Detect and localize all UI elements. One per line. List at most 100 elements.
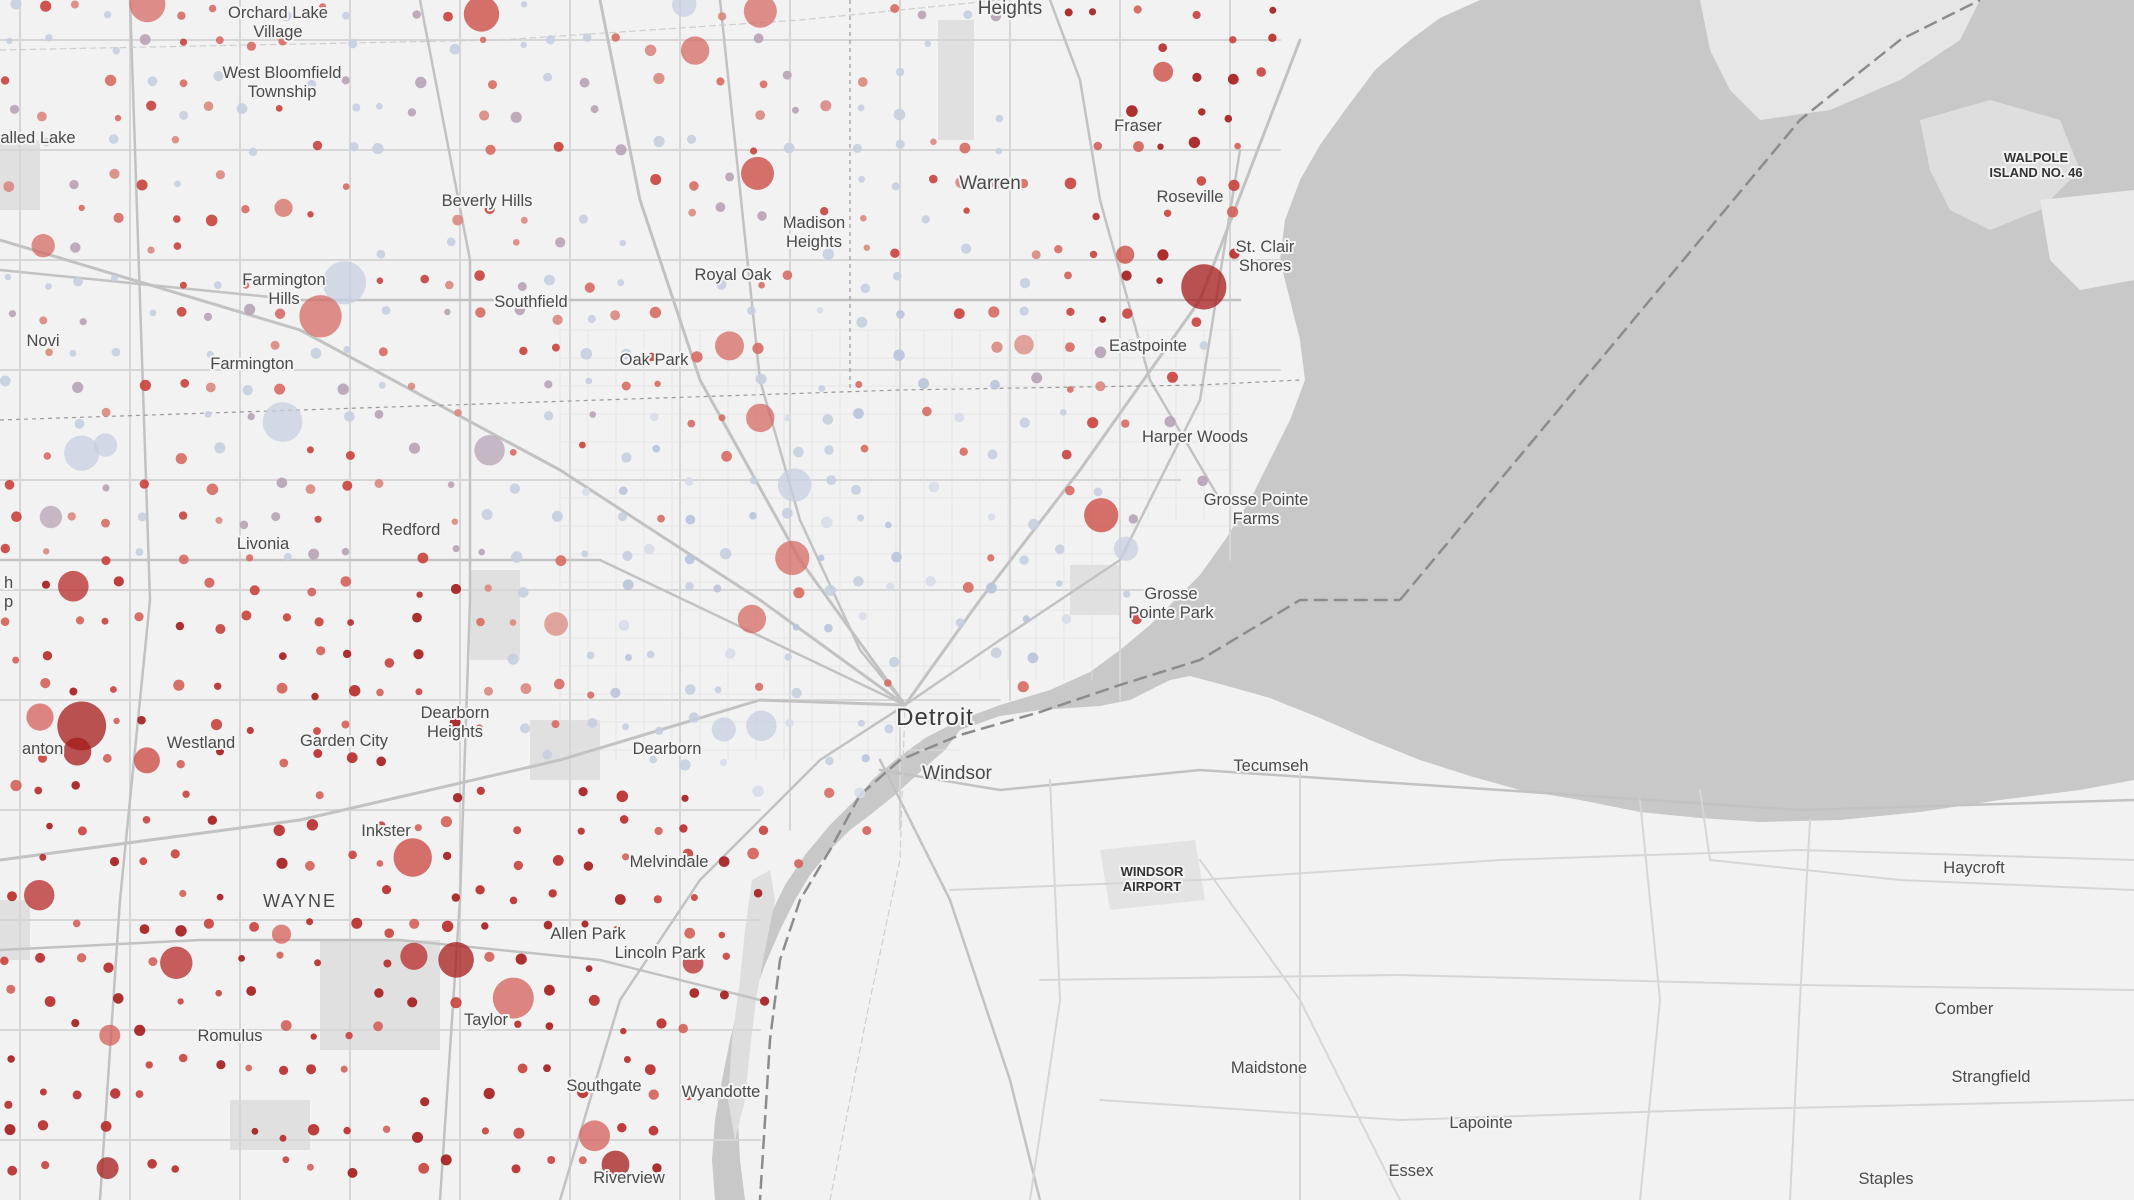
data-dot	[139, 924, 150, 934]
data-dot	[544, 380, 553, 389]
data-dot	[1064, 8, 1073, 17]
place-label-line: WALPOLE	[2004, 150, 2069, 165]
place-label: Lapointe	[1449, 1114, 1512, 1132]
data-dot	[133, 747, 160, 774]
data-dot	[454, 409, 462, 417]
place-label-line: West Bloomfield	[223, 64, 342, 82]
data-dot	[479, 36, 487, 43]
data-dot	[553, 141, 564, 152]
data-dot	[240, 1031, 251, 1042]
data-dot	[893, 108, 906, 121]
data-dot	[77, 826, 87, 836]
data-dot	[46, 822, 53, 830]
data-dot	[276, 951, 284, 959]
data-dot	[176, 306, 187, 317]
data-dot	[37, 111, 47, 122]
data-dot	[345, 1031, 353, 1040]
data-dot	[1133, 141, 1144, 152]
data-dot	[929, 174, 938, 184]
data-dot	[484, 951, 495, 962]
place-label-line: Oak Park	[620, 351, 690, 369]
data-dot	[306, 918, 314, 926]
data-dot	[509, 896, 518, 905]
data-dot	[420, 274, 430, 284]
data-dot	[474, 435, 505, 466]
data-dot	[755, 110, 766, 120]
data-dot	[678, 1023, 688, 1034]
data-dot	[743, 0, 777, 28]
fort-street	[558, 703, 907, 1200]
data-dot	[308, 548, 320, 560]
data-dot	[340, 1065, 348, 1073]
data-dot	[372, 143, 384, 155]
data-dot	[307, 587, 317, 597]
data-dot	[544, 984, 555, 996]
data-dot	[485, 144, 496, 155]
county-road-v2	[1639, 799, 1661, 1200]
data-dot	[520, 1, 528, 8]
data-dot	[1027, 652, 1039, 664]
data-dot	[715, 202, 726, 213]
data-dot	[440, 1154, 452, 1166]
data-dot	[891, 182, 900, 191]
data-dot	[1019, 417, 1030, 428]
data-dot	[342, 183, 350, 191]
place-label: anton	[22, 740, 63, 758]
data-dot	[851, 484, 861, 495]
data-dot	[313, 727, 321, 735]
data-dot	[101, 518, 110, 528]
data-dot	[760, 996, 770, 1006]
data-dot	[1065, 485, 1075, 496]
data-dot	[373, 1021, 383, 1032]
data-dot	[171, 1165, 179, 1173]
data-dot	[139, 379, 151, 391]
data-dot	[145, 1061, 153, 1069]
data-dot	[400, 942, 428, 970]
data-dot	[278, 36, 288, 46]
data-dot	[171, 136, 180, 144]
place-label-line: alled Lake	[0, 129, 75, 147]
data-dot	[281, 10, 292, 22]
data-dot	[215, 170, 225, 180]
data-dot	[452, 793, 463, 803]
data-dot	[408, 442, 421, 454]
data-dot	[276, 477, 288, 489]
huron-church	[878, 758, 1042, 1200]
data-dot	[930, 138, 937, 146]
data-dot	[545, 1022, 554, 1030]
data-dot	[719, 990, 729, 1000]
data-dot	[306, 79, 317, 90]
data-dot	[1126, 105, 1138, 117]
data-dot	[384, 658, 395, 668]
data-dot	[11, 511, 22, 522]
data-dot	[299, 295, 342, 338]
data-dot	[142, 816, 151, 824]
data-dot	[954, 412, 965, 423]
place-label: Eastpointe	[1109, 337, 1187, 355]
place-label-line: Inkster	[361, 822, 411, 840]
data-dot	[857, 514, 865, 522]
data-dot	[690, 894, 698, 901]
data-dot	[1092, 212, 1100, 221]
data-dot	[72, 1090, 82, 1100]
data-dot	[684, 554, 695, 565]
data-dot	[136, 179, 148, 191]
place-label: Farmington Hills	[242, 271, 325, 308]
data-dot	[45, 348, 53, 357]
county-road-c	[1099, 1099, 2134, 1121]
data-dot	[963, 10, 973, 20]
data-dot	[718, 414, 726, 422]
data-dot	[342, 480, 353, 491]
rail-2	[829, 704, 906, 1200]
data-dot	[688, 208, 697, 217]
data-dot	[857, 77, 868, 87]
data-dot	[1061, 614, 1072, 625]
data-dot	[1031, 250, 1041, 260]
data-dot	[922, 406, 932, 417]
data-dot	[376, 756, 387, 767]
data-dot	[207, 815, 217, 825]
place-label-line: Wyandotte	[682, 1083, 761, 1101]
data-dot	[856, 316, 868, 328]
